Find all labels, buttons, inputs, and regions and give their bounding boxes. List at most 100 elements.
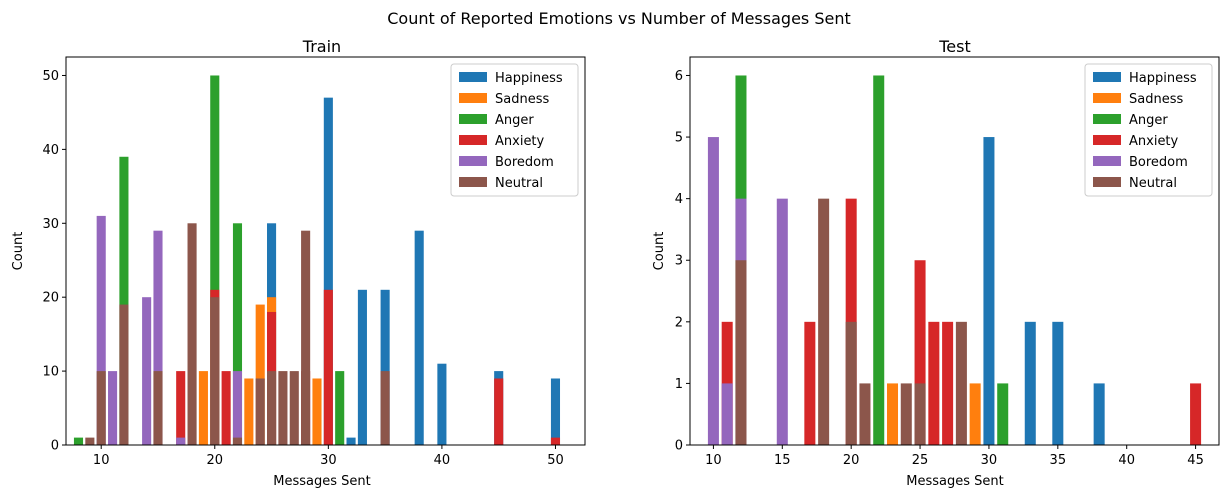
- y-tick-label: 40: [42, 143, 59, 158]
- bar-anxiety-20: [845, 198, 857, 445]
- y-axis-label: Count: [11, 232, 26, 271]
- plot-frame: [65, 56, 586, 446]
- bar-happiness-35: [380, 289, 390, 445]
- bar-anger-8: [73, 437, 84, 445]
- bar-boredom-22: [232, 371, 243, 445]
- bar-neutral-28: [301, 230, 311, 445]
- bar-happiness-30: [323, 97, 333, 446]
- bars-group: [707, 75, 1202, 445]
- bar-neutral-18: [187, 223, 197, 445]
- legend-swatch-happiness: [459, 72, 487, 82]
- x-tick-label: 35: [1050, 453, 1067, 468]
- legend-swatch-sadness: [459, 93, 487, 103]
- bar-neutral-15: [153, 371, 163, 445]
- bar-sadness-29: [969, 383, 981, 445]
- bar-sadness-24: [255, 304, 265, 445]
- legend-label-anxiety: Anxiety: [1129, 134, 1179, 149]
- bar-anger-31: [335, 371, 345, 445]
- y-tick-label: 20: [42, 291, 59, 306]
- bar-boredom-15: [153, 230, 163, 445]
- y-axis-label: Count: [652, 232, 667, 271]
- bar-neutral-18: [818, 198, 830, 445]
- legend-label-anger: Anger: [1129, 113, 1168, 128]
- legend-swatch-anxiety: [1093, 135, 1121, 145]
- legend-label-boredom: Boredom: [495, 155, 554, 170]
- legend-label-anger: Anger: [495, 113, 534, 128]
- y-tick-label: 3: [675, 254, 683, 269]
- x-axis-label: Messages Sent: [273, 474, 370, 489]
- bar-anxiety-25: [914, 260, 926, 445]
- bars-group: [73, 75, 561, 446]
- legend-swatch-happiness: [1093, 72, 1121, 82]
- bar-anxiety-17: [804, 321, 816, 445]
- bar-happiness-33: [1024, 321, 1036, 445]
- bar-happiness-33: [357, 289, 367, 445]
- bar-neutral-12: [735, 260, 747, 445]
- bar-happiness-30: [983, 137, 995, 445]
- bar-anxiety-45: [494, 378, 504, 445]
- chart-title: Test: [938, 37, 971, 56]
- bar-neutral-24: [900, 383, 912, 445]
- x-tick-label: 40: [1118, 453, 1135, 468]
- x-tick-label: 45: [1187, 453, 1204, 468]
- y-axis-ticks: 0 1 2 3 4 5 6: [675, 69, 690, 454]
- bar-boredom-10: [96, 215, 106, 445]
- bar-neutral-12: [119, 304, 129, 445]
- x-axis-ticks: 10 15 20 25 30 35 40 45: [705, 445, 1204, 468]
- legend-swatch-neutral: [459, 177, 487, 187]
- legend: Happiness Sadness Anger Anxiety Boredom Neutr…: [1084, 63, 1213, 197]
- legend-swatch-anger: [459, 114, 487, 124]
- bar-happiness-38: [414, 230, 424, 445]
- bar-neutral-22: [232, 437, 243, 445]
- x-tick-label: 30: [981, 453, 998, 468]
- bar-neutral-25: [267, 371, 277, 445]
- x-tick-label: 50: [547, 453, 564, 468]
- bar-happiness-38: [1093, 383, 1105, 445]
- x-tick-label: 15: [774, 453, 791, 468]
- bar-anger-22: [232, 223, 243, 445]
- x-tick-label: 20: [843, 453, 860, 468]
- legend-label-sadness: Sadness: [1129, 92, 1183, 107]
- bar-neutral-20: [845, 321, 857, 445]
- legend-label-sadness: Sadness: [495, 92, 549, 107]
- x-tick-label: 10: [93, 453, 110, 468]
- legend-swatch-sadness: [1093, 93, 1121, 103]
- y-tick-label: 10: [42, 365, 59, 380]
- legend-swatch-anger: [1093, 114, 1121, 124]
- bar-anger-22: [873, 75, 885, 445]
- y-tick-label: 0: [675, 439, 683, 454]
- y-tick-label: 2: [675, 315, 683, 330]
- bar-neutral-10: [96, 371, 106, 445]
- legend-label-anxiety: Anxiety: [495, 134, 545, 149]
- bar-anxiety-45: [1190, 383, 1202, 445]
- legend-swatch-anxiety: [459, 135, 487, 145]
- legend-label-neutral: Neutral: [495, 176, 543, 191]
- bar-boredom-10: [707, 137, 719, 445]
- legend-label-happiness: Happiness: [1129, 71, 1197, 86]
- bar-neutral-26: [278, 371, 288, 445]
- y-axis-ticks: 0 10 20 30 40 50: [42, 69, 66, 454]
- bar-neutral-20: [210, 297, 220, 445]
- bar-sadness-23: [887, 383, 899, 445]
- x-axis-label: Messages Sent: [906, 474, 1003, 489]
- legend-label-happiness: Happiness: [495, 71, 563, 86]
- bar-anxiety-26: [928, 321, 940, 445]
- y-tick-label: 50: [42, 69, 59, 84]
- bar-boredom-11: [721, 383, 733, 445]
- legend-swatch-boredom: [1093, 156, 1121, 166]
- bar-neutral-35: [380, 371, 390, 445]
- bar-anxiety-50: [550, 437, 561, 445]
- bar-boredom-15: [776, 198, 788, 445]
- chart-title: Train: [302, 37, 341, 56]
- bar-happiness-50: [550, 378, 561, 445]
- bar-neutral-24: [255, 378, 265, 445]
- bar-anxiety-30: [323, 289, 333, 445]
- bar-happiness-40: [437, 363, 447, 445]
- bar-sadness-23: [244, 378, 254, 445]
- x-tick-label: 30: [320, 453, 337, 468]
- plot-frame: [689, 56, 1220, 446]
- legend-swatch-boredom: [459, 156, 487, 166]
- bar-sadness-29: [312, 378, 322, 445]
- legend-label-boredom: Boredom: [1129, 155, 1188, 170]
